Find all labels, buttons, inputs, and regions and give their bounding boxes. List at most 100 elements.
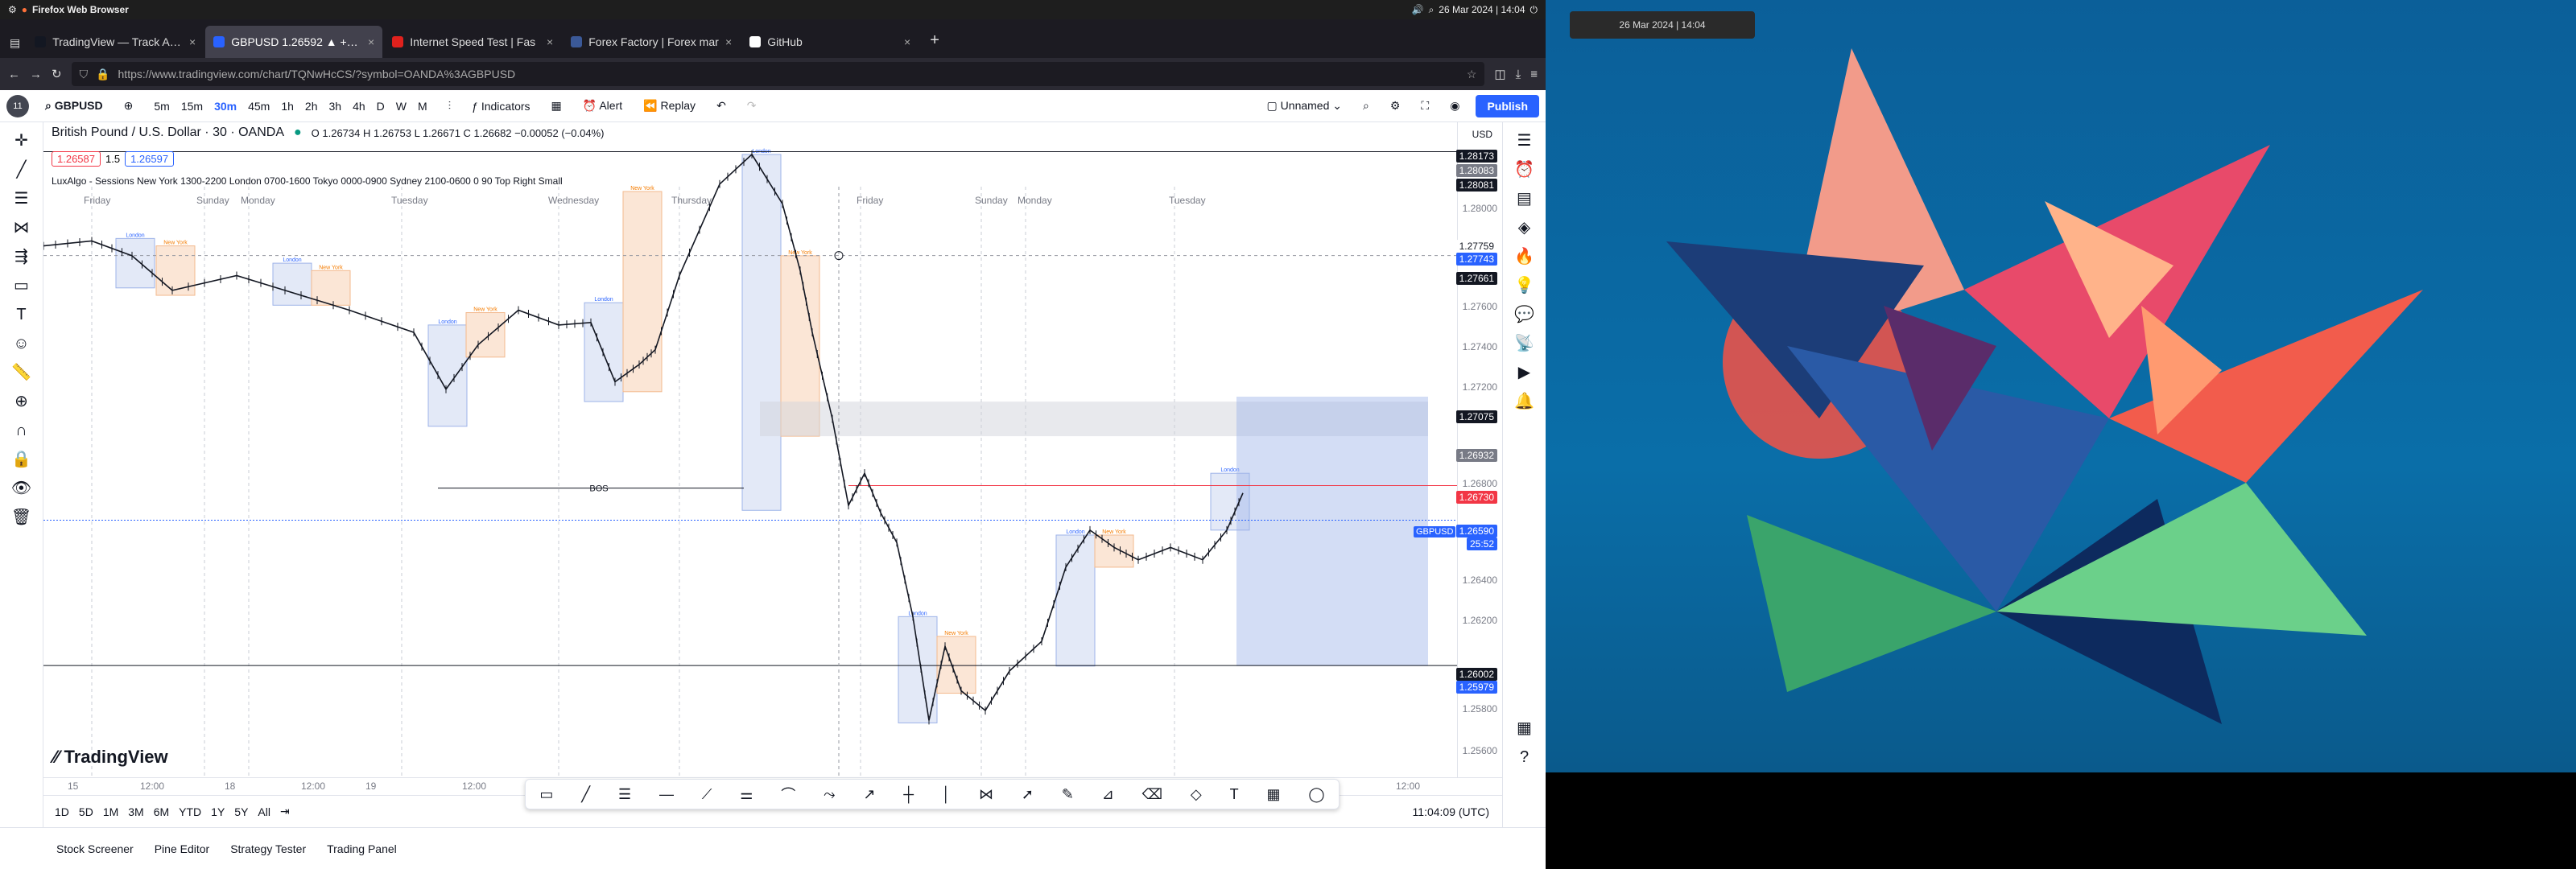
- range-5D[interactable]: 5D: [78, 805, 93, 818]
- forecast-icon[interactable]: ⇶: [14, 248, 28, 266]
- goto-date-icon[interactable]: ⇥: [279, 805, 290, 818]
- lock-icon[interactable]: 🔒: [96, 67, 110, 80]
- url-bar[interactable]: ⛉ 🔒 https://www.tradingview.com/chart/TQ…: [71, 62, 1485, 86]
- zoom-icon[interactable]: ⊕: [14, 393, 28, 410]
- stream-icon[interactable]: ▶: [1517, 364, 1531, 381]
- pattern-icon[interactable]: ⋈: [13, 219, 30, 237]
- interval-1h[interactable]: 1h: [281, 99, 294, 113]
- compare-button[interactable]: ⊕: [123, 99, 134, 112]
- gear-icon[interactable]: ⚙: [8, 4, 17, 15]
- interval-D[interactable]: D: [376, 99, 385, 113]
- lock-drawings-icon[interactable]: 🔒: [11, 451, 31, 468]
- bottom-tab[interactable]: Pine Editor: [154, 842, 210, 855]
- settings-icon[interactable]: ⚙: [1389, 99, 1401, 112]
- close-tab-icon[interactable]: ×: [904, 35, 911, 48]
- range-6M[interactable]: 6M: [153, 805, 170, 818]
- power-icon[interactable]: ⏻: [1530, 3, 1538, 15]
- fullscreen-icon[interactable]: ⛶: [1421, 99, 1430, 112]
- watchlist-icon[interactable]: ☰: [1517, 132, 1532, 150]
- quick-search-icon[interactable]: ⌕: [1363, 99, 1369, 112]
- hline-tool-icon[interactable]: —: [658, 785, 674, 802]
- interval-W[interactable]: W: [395, 99, 407, 113]
- chat-icon[interactable]: 💬: [1514, 306, 1534, 323]
- publish-button[interactable]: Publish: [1476, 94, 1539, 117]
- interval-M[interactable]: M: [417, 99, 427, 113]
- ruler-icon[interactable]: 📏: [11, 364, 31, 381]
- bookmark-star-icon[interactable]: ☆: [1466, 67, 1477, 80]
- trash-icon[interactable]: 🗑: [10, 509, 32, 526]
- chart-type-icon[interactable]: ⫶: [448, 99, 452, 112]
- bottom-tab[interactable]: Strategy Tester: [230, 842, 307, 855]
- range-1Y[interactable]: 1Y: [211, 805, 225, 818]
- notifications-icon[interactable]: 🔔: [1514, 393, 1534, 410]
- callout-tool-icon[interactable]: ◯: [1308, 785, 1325, 802]
- channel-tool-icon[interactable]: ☰: [617, 785, 632, 802]
- cross-tool-icon[interactable]: ┼: [903, 785, 914, 802]
- help-icon[interactable]: ?: [1519, 748, 1530, 766]
- tab-list-icon[interactable]: ▤: [10, 36, 21, 49]
- interval-45m[interactable]: 45m: [248, 99, 270, 113]
- cursor-tool-icon[interactable]: ➚: [1021, 785, 1034, 802]
- magnet-icon[interactable]: ∩: [15, 422, 27, 439]
- fib-icon[interactable]: ☰: [14, 190, 29, 208]
- price-chart[interactable]: London New York London New York London New Yo…: [43, 122, 1457, 777]
- clock[interactable]: 26 Mar 2024 | 14:04: [1439, 4, 1525, 15]
- interval-3h[interactable]: 3h: [328, 99, 342, 113]
- line-tool-icon[interactable]: ╱: [581, 785, 591, 802]
- shape-tool-icon[interactable]: ◇: [1190, 785, 1202, 802]
- interval-5m[interactable]: 5m: [154, 99, 170, 113]
- table-tool-icon[interactable]: ▦: [1266, 785, 1281, 802]
- range-1D[interactable]: 1D: [55, 805, 69, 818]
- fib-tool-icon[interactable]: ⚌: [740, 785, 753, 802]
- new-tab-button[interactable]: +: [930, 31, 939, 49]
- indicator-legend[interactable]: LuxAlgo - Sessions New York 1300-2200 Lo…: [52, 175, 563, 187]
- layout-button[interactable]: ▢ Unnamed ⌄: [1266, 99, 1342, 112]
- range-YTD[interactable]: YTD: [179, 805, 202, 818]
- range-All[interactable]: All: [258, 805, 270, 818]
- camera-icon[interactable]: ◉: [1450, 99, 1460, 112]
- hide-icon[interactable]: 👁: [10, 480, 32, 497]
- measure-tool-icon[interactable]: ⊿: [1101, 785, 1114, 802]
- text-icon[interactable]: T: [16, 306, 27, 323]
- shapes-icon[interactable]: ▭: [14, 277, 29, 294]
- alerts-icon[interactable]: ⏰: [1514, 161, 1534, 179]
- shield-icon[interactable]: ⛉: [79, 67, 89, 80]
- rect-tool-icon[interactable]: ▭: [539, 785, 554, 802]
- range-1M[interactable]: 1M: [102, 805, 119, 818]
- text-tool-icon[interactable]: T: [1229, 785, 1239, 802]
- url-text[interactable]: https://www.tradingview.com/chart/TQNwHc…: [118, 68, 516, 80]
- interval-30m[interactable]: 30m: [214, 99, 237, 113]
- templates-icon[interactable]: ▦: [551, 99, 562, 112]
- replay-button[interactable]: ⏪ Replay: [643, 99, 696, 112]
- buy-button[interactable]: 1.26597: [125, 151, 175, 167]
- brush-tool-icon[interactable]: ✎: [1061, 785, 1074, 802]
- symbol-search[interactable]: ⌕ GBPUSD: [45, 99, 103, 112]
- signals-icon[interactable]: 📡: [1514, 335, 1534, 352]
- range-5Y[interactable]: 5Y: [234, 805, 249, 818]
- emoji-icon[interactable]: ☺: [13, 335, 30, 352]
- browser-tab[interactable]: GitHub ×: [741, 26, 919, 58]
- bottom-tab[interactable]: Stock Screener: [56, 842, 134, 855]
- search-icon[interactable]: ⌕: [1428, 3, 1435, 15]
- trend-line-icon[interactable]: ╱: [16, 161, 27, 179]
- avatar[interactable]: 11: [6, 94, 29, 117]
- close-tab-icon[interactable]: ×: [725, 35, 733, 48]
- eraser-tool-icon[interactable]: ⌫: [1141, 785, 1163, 802]
- price-axis[interactable]: USD 1.28000 1.27600 1.27400 1.27200 1.26800 1…: [1455, 122, 1502, 777]
- browser-tab[interactable]: GBPUSD 1.26592 ▲ +0.18 ×: [205, 26, 383, 58]
- interval-4h[interactable]: 4h: [353, 99, 365, 113]
- path-tool-icon[interactable]: ⤳: [824, 785, 836, 802]
- forward-button[interactable]: →: [30, 67, 42, 81]
- interval-15m[interactable]: 15m: [180, 99, 204, 113]
- reload-button[interactable]: ↻: [52, 68, 62, 81]
- interval-2h[interactable]: 2h: [304, 99, 318, 113]
- data-window-icon[interactable]: ▤: [1517, 190, 1532, 208]
- sell-button[interactable]: 1.26587: [52, 151, 101, 167]
- browser-tab[interactable]: Internet Speed Test | Fas ×: [384, 26, 561, 58]
- browser-tab[interactable]: TradingView — Track All M ×: [27, 26, 204, 58]
- indicators-button[interactable]: ƒ Indicators: [472, 99, 530, 113]
- browser-tab[interactable]: Forex Factory | Forex mar ×: [563, 26, 740, 58]
- ray-tool-icon[interactable]: ⟋: [701, 785, 712, 802]
- volume-icon[interactable]: 🔊: [1411, 4, 1424, 15]
- undo-icon[interactable]: ↶: [716, 99, 726, 112]
